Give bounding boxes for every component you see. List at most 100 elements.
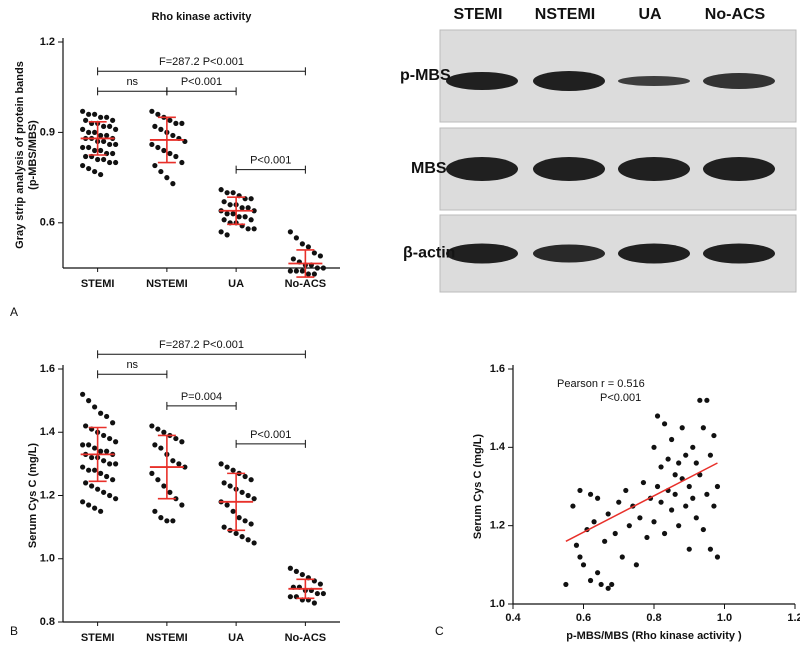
data-point bbox=[221, 480, 227, 486]
data-point bbox=[170, 458, 176, 464]
data-point bbox=[707, 452, 714, 458]
protein-band bbox=[703, 157, 775, 181]
protein-band bbox=[618, 76, 690, 86]
data-point bbox=[587, 491, 594, 497]
data-point bbox=[221, 217, 227, 223]
x-axis-label: p-MBS/MBS (Rho kinase activity ) bbox=[566, 630, 742, 642]
data-point bbox=[113, 126, 119, 132]
data-point bbox=[672, 472, 678, 478]
data-point bbox=[86, 442, 92, 448]
x-tick-label: No-ACS bbox=[285, 278, 327, 290]
y-tick-label: 1.6 bbox=[40, 363, 55, 375]
data-point bbox=[158, 445, 164, 451]
data-point bbox=[654, 413, 661, 419]
data-point bbox=[311, 250, 317, 256]
data-point bbox=[227, 483, 233, 489]
row-label: MBS bbox=[411, 160, 447, 177]
data-point bbox=[690, 444, 696, 450]
x-tick-label: UA bbox=[228, 632, 244, 644]
data-point bbox=[170, 132, 176, 139]
data-point bbox=[605, 511, 611, 517]
data-point bbox=[107, 461, 113, 467]
data-point bbox=[293, 235, 299, 241]
comparison-label: F=287.2 P<0.001 bbox=[159, 56, 244, 68]
data-point bbox=[101, 123, 107, 129]
data-point bbox=[224, 232, 230, 238]
data-point bbox=[113, 461, 119, 467]
data-point bbox=[80, 126, 86, 132]
data-point bbox=[700, 425, 706, 431]
data-point bbox=[714, 554, 721, 560]
data-point bbox=[80, 499, 86, 505]
data-point bbox=[80, 162, 86, 169]
data-point bbox=[221, 524, 227, 530]
data-point bbox=[293, 268, 299, 274]
comparison-label: P<0.001 bbox=[250, 429, 291, 441]
data-point bbox=[248, 477, 254, 483]
x-tick-label: 0.8 bbox=[646, 612, 661, 624]
data-point bbox=[110, 477, 116, 483]
data-point bbox=[86, 165, 92, 172]
data-point bbox=[80, 391, 86, 397]
data-point bbox=[640, 479, 647, 486]
data-point bbox=[149, 423, 155, 429]
data-point bbox=[86, 144, 92, 151]
data-point bbox=[158, 168, 164, 175]
data-point bbox=[305, 244, 311, 250]
data-point bbox=[83, 423, 89, 429]
data-point bbox=[248, 217, 254, 223]
panel-label: C bbox=[435, 624, 444, 638]
data-point bbox=[92, 404, 98, 410]
data-point bbox=[155, 111, 161, 117]
data-point bbox=[595, 495, 601, 501]
data-point bbox=[320, 590, 326, 597]
data-point bbox=[173, 120, 179, 126]
data-point bbox=[173, 435, 179, 442]
x-tick-label: NSTEMI bbox=[146, 278, 188, 290]
lane-label: No-ACS bbox=[705, 6, 766, 23]
data-point bbox=[98, 114, 104, 120]
x-tick-label: No-ACS bbox=[285, 632, 327, 644]
data-point bbox=[170, 518, 176, 524]
data-point bbox=[248, 521, 254, 527]
data-point bbox=[98, 470, 104, 476]
x-tick-label: STEMI bbox=[81, 278, 115, 290]
protein-band bbox=[533, 71, 605, 91]
data-point bbox=[104, 114, 110, 120]
data-point bbox=[683, 452, 689, 458]
data-point bbox=[230, 211, 236, 217]
y-tick-label: 1.0 bbox=[40, 553, 55, 565]
data-point bbox=[251, 496, 257, 502]
data-point bbox=[287, 594, 293, 600]
data-point bbox=[161, 147, 167, 154]
data-point bbox=[230, 190, 236, 196]
data-point bbox=[218, 229, 224, 235]
data-point bbox=[577, 487, 583, 494]
data-point bbox=[218, 461, 224, 467]
data-point bbox=[167, 489, 173, 495]
x-tick-label: 0.6 bbox=[576, 612, 591, 624]
x-tick-label: UA bbox=[228, 278, 244, 290]
x-tick-label: 0.4 bbox=[505, 612, 521, 624]
data-point bbox=[98, 508, 104, 514]
data-point bbox=[287, 565, 293, 571]
data-point bbox=[224, 502, 230, 508]
data-point bbox=[152, 123, 158, 129]
data-point bbox=[570, 503, 576, 509]
data-point bbox=[95, 486, 101, 492]
data-point bbox=[92, 467, 98, 473]
data-point bbox=[152, 162, 158, 169]
data-point bbox=[92, 129, 98, 135]
data-point bbox=[661, 530, 668, 537]
data-point bbox=[86, 129, 92, 135]
data-point bbox=[644, 534, 650, 541]
data-point bbox=[167, 117, 173, 123]
data-point bbox=[651, 444, 657, 450]
data-point bbox=[152, 508, 158, 514]
data-point bbox=[573, 542, 580, 548]
data-point bbox=[104, 413, 110, 420]
y-tick-label: 1.4 bbox=[490, 441, 506, 453]
y-tick-label: 1.4 bbox=[40, 426, 56, 438]
y-tick-label: 1.2 bbox=[40, 489, 55, 501]
data-point bbox=[245, 537, 251, 543]
